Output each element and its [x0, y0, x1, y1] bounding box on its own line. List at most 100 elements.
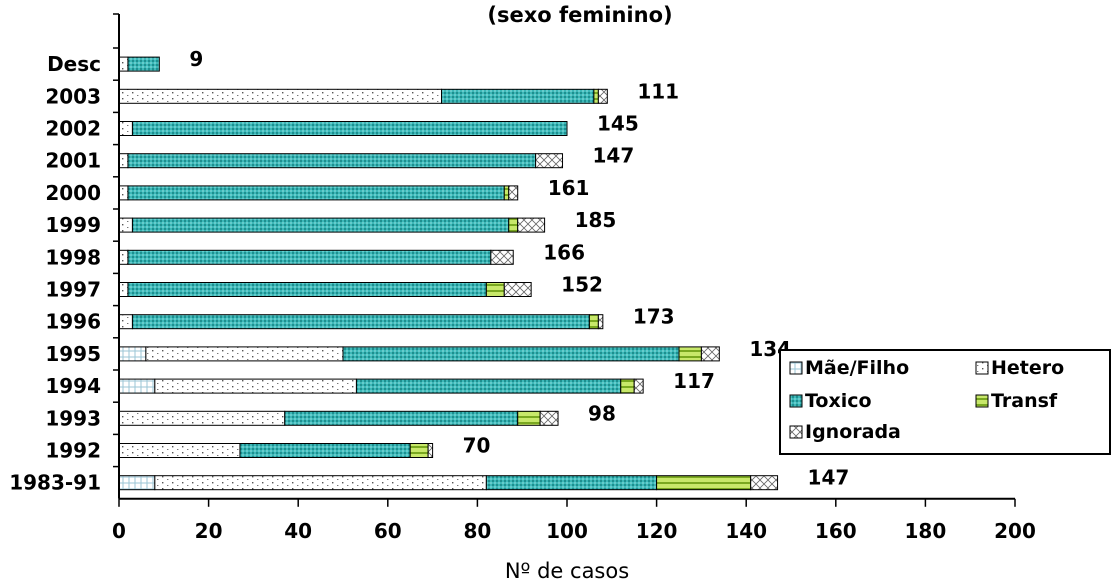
bar-mae-filho-1983-91	[118, 475, 156, 491]
bar-hetero-2000	[118, 185, 129, 201]
bar-ignorada-2003	[597, 88, 608, 104]
total-label: 166	[543, 240, 585, 264]
x-tick-label: 100	[546, 519, 588, 543]
bar-transf-1992	[409, 443, 429, 458]
category-label: 1995	[45, 342, 101, 366]
x-tick-label: 200	[994, 519, 1036, 543]
bar-transf-1997	[485, 282, 505, 297]
bar-transf-1995	[678, 346, 702, 362]
total-label: 152	[561, 273, 603, 297]
category-label: Desc	[47, 52, 101, 76]
bar-toxico-1993	[284, 410, 519, 426]
bar-hetero-1999	[118, 217, 133, 233]
legend-swatch-hetero	[975, 361, 989, 375]
bar-toxico-1997	[127, 282, 487, 297]
category-label: 2002	[45, 117, 101, 141]
bar-ignorada-1999	[517, 217, 546, 233]
category-label: 1998	[45, 245, 101, 269]
bar-toxico-2002	[131, 121, 568, 136]
bar-hetero-1992	[118, 443, 241, 458]
bar-hetero-2003	[118, 88, 443, 104]
bar-hetero-desc	[118, 56, 129, 72]
total-label: 145	[597, 112, 639, 136]
legend-swatch-ignorada	[789, 425, 803, 439]
bar-ignorada-1996	[597, 314, 604, 330]
legend-swatch-mae-filho	[789, 361, 803, 375]
total-label: 117	[673, 369, 715, 393]
bar-hetero-1998	[118, 249, 129, 265]
bar-transf-1993	[517, 410, 541, 426]
x-tick-label: 160	[815, 519, 857, 543]
legend-label-hetero: Hetero	[991, 357, 1064, 379]
category-label: 2003	[45, 84, 101, 108]
bar-ignorada-1992	[427, 443, 434, 458]
legend-swatch-transf	[975, 394, 989, 408]
bar-transf-1999	[508, 217, 519, 233]
x-tick-label: 140	[725, 519, 767, 543]
bar-transf-1996	[588, 314, 599, 330]
category-label: 1983-91	[9, 471, 101, 495]
bar-ignorada-2001	[535, 153, 564, 169]
bar-toxico-2003	[441, 88, 595, 104]
x-tick-label: 180	[905, 519, 947, 543]
bar-transf-1983-91	[656, 475, 752, 491]
total-label: 9	[189, 47, 203, 71]
category-label: 2001	[45, 149, 101, 173]
x-tick-label: 0	[112, 519, 126, 543]
bar-toxico-1995	[342, 346, 680, 362]
total-label: 147	[808, 466, 850, 490]
bar-toxico-1999	[131, 217, 510, 233]
x-tick-label: 60	[374, 519, 402, 543]
legend: Mãe/Filho Hetero Toxico Transf Ignorada	[779, 349, 1111, 455]
bar-toxico-1983-91	[485, 475, 658, 491]
bar-ignorada-1994	[633, 378, 644, 394]
x-tick-label: 120	[636, 519, 678, 543]
bar-ignorada-1997	[503, 282, 532, 297]
legend-label-transf: Transf	[991, 390, 1058, 412]
bar-mae-filho-1994	[118, 378, 156, 394]
total-label: 147	[593, 144, 635, 168]
bar-hetero-1996	[118, 314, 133, 330]
chart-title: (sexo feminino)	[487, 3, 672, 27]
category-label: 1993	[45, 406, 101, 430]
category-label: 1992	[45, 439, 101, 463]
total-label: 161	[548, 176, 590, 200]
bar-toxico-1996	[131, 314, 590, 330]
bar-hetero-1995	[145, 346, 344, 362]
category-label: 1999	[45, 213, 101, 237]
bar-ignorada-1998	[490, 249, 514, 265]
bar-hetero-1997	[118, 282, 129, 297]
bar-hetero-1983-91	[154, 475, 487, 491]
category-label: 2000	[45, 181, 101, 205]
bar-hetero-2002	[118, 121, 133, 136]
bar-ignorada-2000	[508, 185, 519, 201]
bar-ignorada-1993	[539, 410, 559, 426]
bar-toxico-2001	[127, 153, 537, 169]
x-tick-label: 40	[284, 519, 312, 543]
legend-swatch-toxico	[789, 394, 803, 408]
bar-transf-2000	[503, 185, 510, 201]
bar-toxico-desc	[127, 56, 160, 72]
bar-toxico-1994	[355, 378, 622, 394]
category-label: 1996	[45, 310, 101, 334]
axes-group: Desc200320022001200019991998199719961995…	[9, 13, 1036, 543]
legend-label-mae-filho: Mãe/Filho	[805, 357, 909, 379]
legend-label-toxico: Toxico	[805, 390, 872, 412]
category-label: 1994	[45, 374, 101, 398]
total-label: 173	[633, 305, 675, 329]
bar-toxico-1998	[127, 249, 492, 265]
bar-ignorada-1995	[700, 346, 720, 362]
x-tick-label: 80	[463, 519, 491, 543]
bar-toxico-1992	[239, 443, 411, 458]
x-tick-label: 20	[195, 519, 223, 543]
x-axis-label: Nº de casos	[505, 559, 629, 581]
legend-label-ignorada: Ignorada	[805, 421, 901, 443]
bar-hetero-2001	[118, 153, 129, 169]
bar-ignorada-1983-91	[750, 475, 779, 491]
bar-hetero-1993	[118, 410, 286, 426]
total-label: 111	[637, 79, 679, 103]
bar-hetero-1994	[154, 378, 357, 394]
total-label: 98	[588, 401, 616, 425]
